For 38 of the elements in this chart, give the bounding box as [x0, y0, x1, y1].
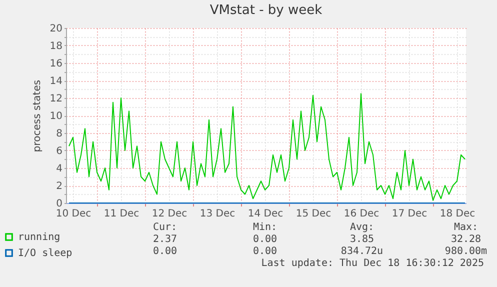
x-tick-label: 11 Dec	[104, 208, 140, 220]
line-series	[68, 93, 466, 201]
y-tick-label: 10	[50, 111, 62, 122]
text: 2.37	[152, 234, 178, 245]
y-tick-label: 8	[56, 128, 62, 140]
y-tick-label: 4	[56, 164, 62, 174]
legend-label: I/O sleep	[18, 248, 72, 259]
chart-title: VMstat - by week	[210, 3, 323, 18]
x-tick-label: 14 Dec	[248, 208, 284, 220]
x-tick-label: 15 Dec	[296, 208, 332, 220]
x-tick-label: 13 Dec	[200, 208, 236, 220]
y-tick-label: 0	[56, 198, 62, 210]
y-tick-label: 18	[50, 41, 62, 52]
y-tick-label: 14	[50, 76, 62, 87]
text: Cur:	[152, 222, 178, 233]
x-tick-label: 10 Dec	[56, 208, 92, 220]
y-tick-label: 2	[56, 181, 62, 192]
text: 3.85	[350, 234, 374, 245]
y-tick-label: 6	[56, 146, 62, 157]
y-tick-label: 16	[50, 58, 62, 70]
text: Max:	[454, 222, 478, 233]
x-tick-label: 16 Dec	[344, 208, 380, 220]
text: 980.00m	[444, 246, 488, 257]
text: Min:	[252, 222, 278, 233]
y-tick-label: 20	[50, 24, 62, 34]
text: Avg:	[350, 222, 374, 233]
text: 0.00	[252, 234, 278, 245]
text: Last update: Thu Dec 18 16:30:12 2025	[261, 258, 484, 269]
text: 0.00	[152, 246, 178, 257]
x-tick-label: 12 Dec	[152, 208, 188, 220]
legend-label: running	[18, 232, 60, 243]
x-tick-label: 18 Dec	[440, 208, 476, 220]
y-tick-label: 12	[50, 94, 62, 104]
text: 0.00	[252, 246, 278, 257]
text: 834.72u	[340, 246, 384, 257]
text: 32.28	[450, 234, 482, 245]
y-axis-title: process states	[32, 80, 43, 152]
x-tick-label: 17 Dec	[392, 208, 428, 220]
